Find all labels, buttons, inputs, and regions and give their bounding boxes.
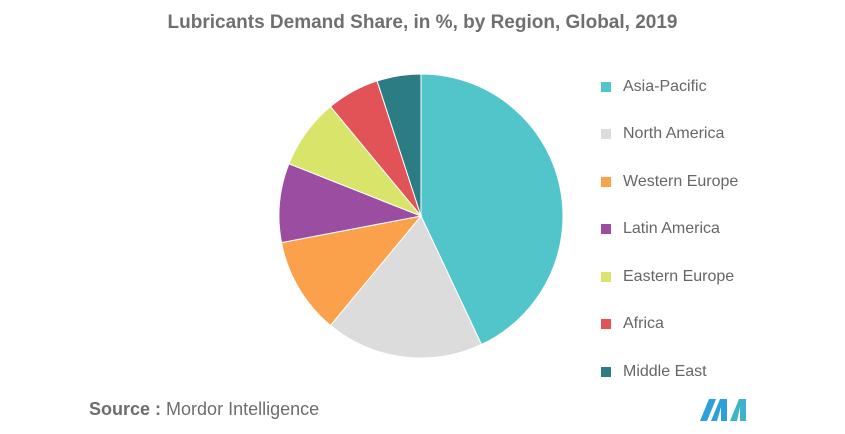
legend-swatch: [601, 366, 611, 377]
legend-item: Western Europe: [601, 158, 738, 206]
legend-label: Eastern Europe: [623, 267, 735, 285]
legend-item: North America: [601, 111, 738, 159]
pie-slice-latin-america: [278, 163, 423, 244]
pie-slice-north-america: [329, 215, 483, 359]
logo-right-shape: [730, 399, 746, 421]
legend-item: Asia-Pacific: [601, 63, 738, 111]
logo-mid-shape: [711, 399, 727, 421]
legend-swatch: [601, 224, 611, 235]
pie-slice-middle-east: [376, 73, 422, 217]
pie-slice-western-europe: [280, 215, 423, 327]
legend-swatch: [601, 271, 611, 282]
legend-swatch: [601, 176, 611, 187]
mordor-intelligence-logo-icon: [700, 399, 746, 421]
chart-title: Lubricants Demand Share, in %, by Region…: [167, 12, 678, 33]
pie-slice-asia-pacific: [420, 73, 564, 346]
legend-swatch: [601, 81, 611, 92]
legend-item: Middle East: [601, 348, 738, 396]
source-label: Source :: [89, 399, 162, 419]
chart-legend: Asia-Pacific North America Western Europe L…: [601, 63, 738, 396]
legend-swatch: [601, 129, 611, 140]
legend-label: Africa: [623, 315, 664, 333]
logo-left-shape: [700, 399, 716, 421]
legend-item: Eastern Europe: [601, 253, 738, 301]
source-note: Source : Mordor Intelligence: [89, 399, 319, 420]
legend-label: Western Europe: [623, 172, 739, 190]
legend-label: Asia-Pacific: [623, 77, 707, 95]
source-text: Mordor Intelligence: [166, 399, 320, 419]
legend-label: Middle East: [623, 362, 707, 380]
legend-label: North America: [623, 125, 725, 143]
legend-item: Africa: [601, 301, 738, 349]
legend-swatch: [601, 319, 611, 330]
legend-label: Latin America: [623, 220, 720, 238]
legend-item: Latin America: [601, 206, 738, 254]
